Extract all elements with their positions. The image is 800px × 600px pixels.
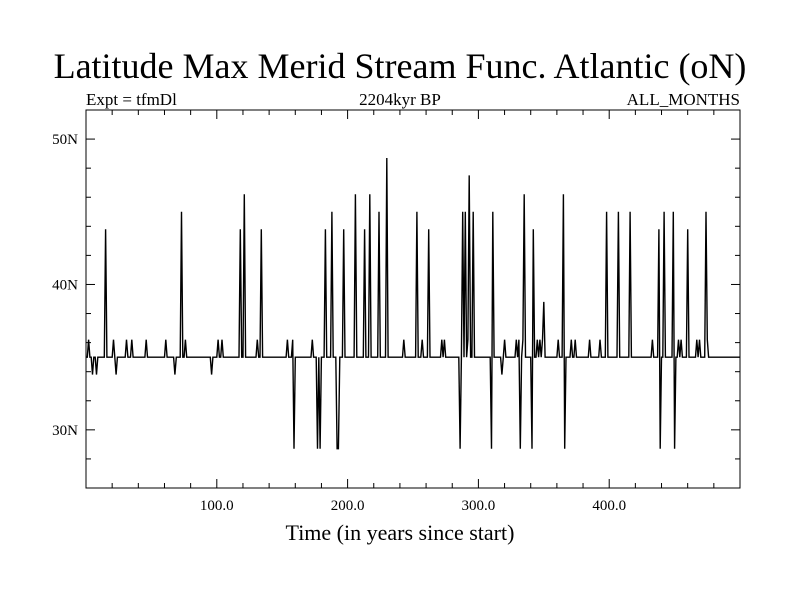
x-tick-label: 400.0 (592, 498, 626, 514)
y-tick-label: 40N (52, 277, 78, 293)
period-label: 2204kyr BP (359, 90, 441, 109)
plot-frame (85, 109, 741, 489)
y-tick-label: 50N (52, 132, 78, 148)
axis-ticks: 100.0 200.0 300.0 400.0 30N 40N 50N (52, 110, 740, 514)
y-tick-label: 30N (52, 423, 78, 439)
x-tick-label: 200.0 (331, 498, 365, 514)
series-group (86, 157, 740, 450)
chart-title: Latitude Max Merid Stream Func. Atlantic… (53, 46, 747, 86)
months-label: ALL_MONTHS (626, 90, 740, 109)
x-axis-label: Time (in years since start) (285, 520, 515, 545)
experiment-label: Expt = tfmDl (86, 90, 177, 109)
x-tick-label: 100.0 (200, 498, 234, 514)
x-tick-label: 300.0 (462, 498, 496, 514)
series-line (86, 157, 740, 450)
